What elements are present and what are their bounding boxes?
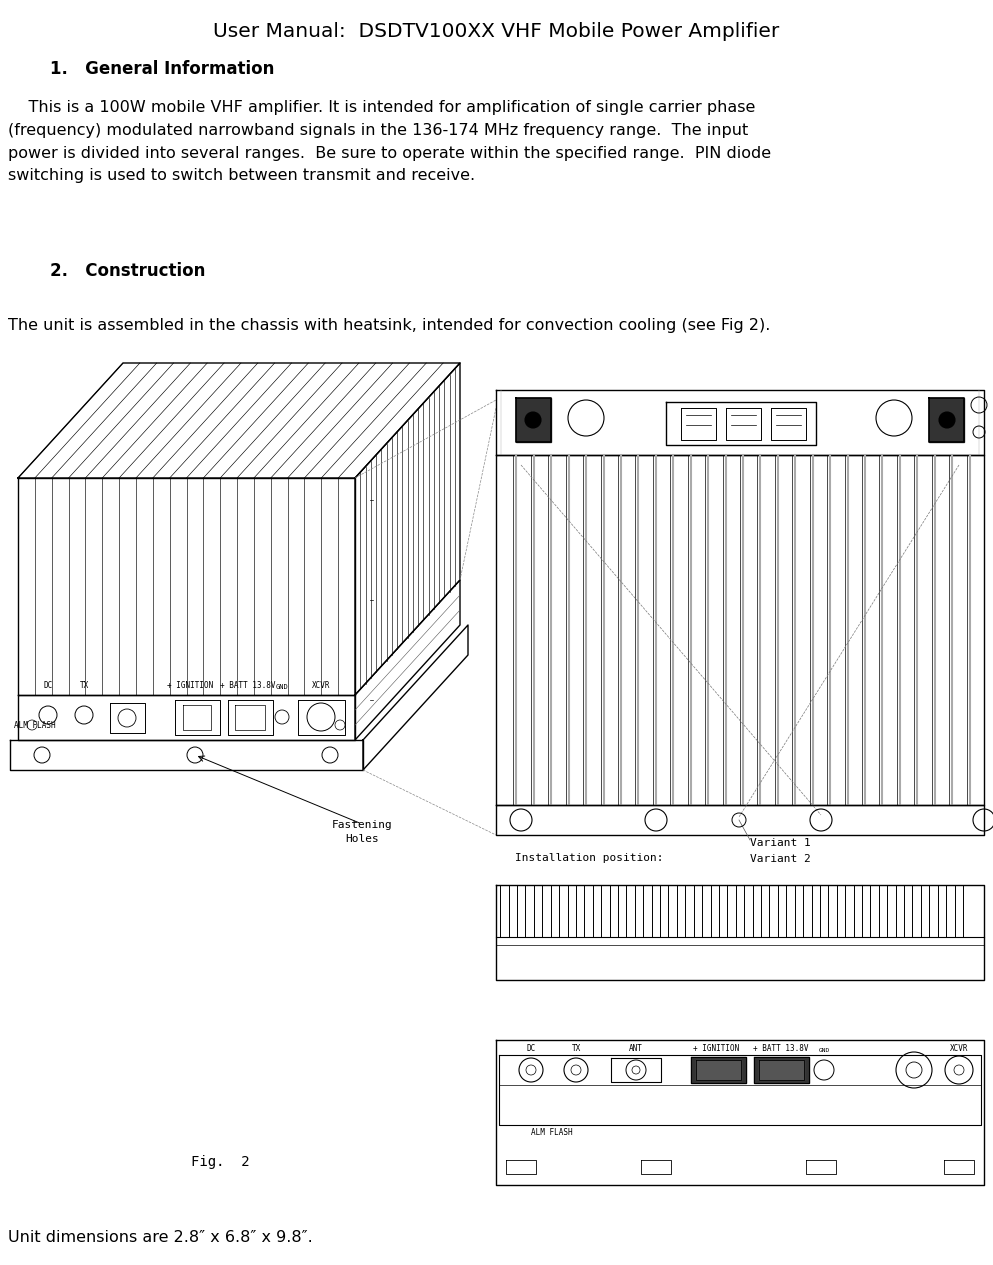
- Text: TX: TX: [79, 681, 88, 689]
- Text: + BATT 13.8V: + BATT 13.8V: [220, 681, 276, 689]
- Text: 1.   General Information: 1. General Information: [50, 59, 274, 78]
- Text: Fig.  2: Fig. 2: [191, 1155, 249, 1169]
- Circle shape: [525, 412, 541, 428]
- Text: DC: DC: [526, 1044, 535, 1052]
- Polygon shape: [759, 1060, 804, 1080]
- Text: Unit dimensions are 2.8″ x 6.8″ x 9.8″.: Unit dimensions are 2.8″ x 6.8″ x 9.8″.: [8, 1230, 313, 1245]
- Text: + IGNITION: + IGNITION: [167, 681, 213, 689]
- Text: GND: GND: [276, 684, 288, 689]
- Text: ANT: ANT: [629, 1044, 642, 1052]
- Text: XCVR: XCVR: [949, 1044, 968, 1052]
- Polygon shape: [754, 1058, 809, 1083]
- Circle shape: [939, 412, 955, 428]
- Text: Variant 2: Variant 2: [750, 854, 810, 864]
- Text: Variant 1: Variant 1: [750, 837, 810, 848]
- Text: User Manual:  DSDTV100XX VHF Mobile Power Amplifier: User Manual: DSDTV100XX VHF Mobile Power…: [213, 22, 780, 40]
- Text: Fastening
Holes: Fastening Holes: [332, 820, 392, 844]
- Text: + IGNITION: + IGNITION: [693, 1044, 739, 1052]
- Text: The unit is assembled in the chassis with heatsink, intended for convection cool: The unit is assembled in the chassis wit…: [8, 318, 771, 333]
- Polygon shape: [516, 398, 551, 441]
- Text: ALM FLASH: ALM FLASH: [14, 721, 56, 730]
- Text: ALM FLASH: ALM FLASH: [531, 1128, 573, 1137]
- Polygon shape: [691, 1058, 746, 1083]
- Text: This is a 100W mobile VHF amplifier. It is intended for amplification of single : This is a 100W mobile VHF amplifier. It …: [8, 100, 772, 183]
- Text: TX: TX: [571, 1044, 581, 1052]
- Text: 2.   Construction: 2. Construction: [50, 262, 206, 280]
- Text: + BATT 13.8V: + BATT 13.8V: [754, 1044, 808, 1052]
- Text: GND: GND: [818, 1047, 829, 1052]
- Polygon shape: [696, 1060, 741, 1080]
- Text: Installation position:: Installation position:: [515, 853, 663, 863]
- Text: DC: DC: [44, 681, 53, 689]
- Polygon shape: [929, 398, 964, 441]
- Text: XCVR: XCVR: [312, 681, 331, 689]
